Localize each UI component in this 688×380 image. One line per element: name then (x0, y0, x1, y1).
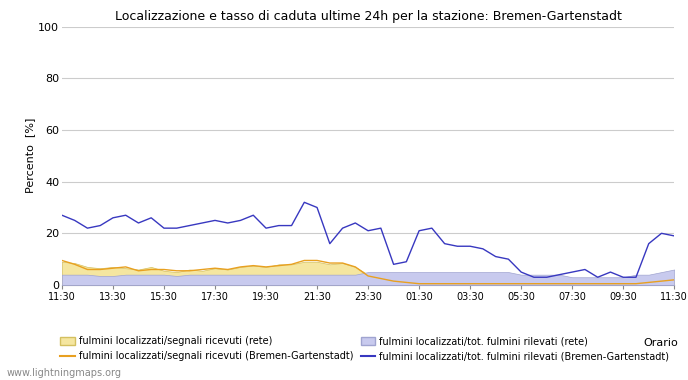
Y-axis label: Percento  [%]: Percento [%] (25, 118, 35, 193)
Text: www.lightningmaps.org: www.lightningmaps.org (7, 368, 122, 378)
Title: Localizzazione e tasso di caduta ultime 24h per la stazione: Bremen-Gartenstadt: Localizzazione e tasso di caduta ultime … (115, 10, 621, 23)
Legend: fulmini localizzati/segnali ricevuti (rete), fulmini localizzati/segnali ricevut: fulmini localizzati/segnali ricevuti (re… (60, 336, 669, 361)
Text: Orario: Orario (643, 338, 678, 348)
